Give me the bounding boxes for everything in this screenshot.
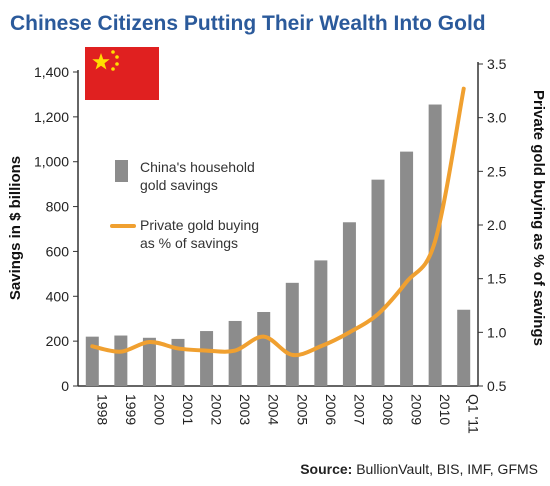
bar bbox=[200, 331, 214, 386]
x-tick-label: Q1 '11 bbox=[466, 394, 482, 434]
y-tick-label: 600 bbox=[46, 243, 70, 259]
x-tick-label: 2000 bbox=[151, 394, 167, 425]
y-axis-label: Savings in $ billions bbox=[7, 156, 24, 300]
y2-tick-label: 3.0 bbox=[487, 110, 507, 126]
legend-bar-label-1: China's household bbox=[140, 159, 255, 175]
bar bbox=[85, 336, 99, 386]
legend-line-label-1: Private gold buying bbox=[140, 217, 259, 233]
y2-tick-label: 3.5 bbox=[487, 56, 507, 72]
bar bbox=[142, 337, 156, 386]
y2-tick-label: 2.5 bbox=[487, 163, 507, 179]
y-tick-label: 800 bbox=[46, 199, 70, 215]
legend-bar-label-2: gold savings bbox=[140, 177, 218, 193]
x-tick-label: 1999 bbox=[123, 394, 139, 425]
line-path bbox=[90, 86, 466, 358]
x-tick-label: 2002 bbox=[209, 394, 225, 425]
bar bbox=[457, 309, 471, 386]
x-tick-label: 2004 bbox=[266, 394, 282, 425]
left-axis-ticks: 0 200 400 600 800 1,000 1,200 1,400 bbox=[34, 64, 78, 394]
bar-series bbox=[85, 104, 471, 387]
y2-tick-label: 0.5 bbox=[487, 378, 507, 394]
x-tick-label: 2001 bbox=[180, 394, 196, 425]
x-tick-label: 2008 bbox=[380, 394, 396, 425]
y-tick-label: 200 bbox=[46, 333, 70, 349]
y-tick-label: 1,200 bbox=[34, 109, 69, 125]
bar bbox=[228, 320, 242, 386]
x-tick-label: 2010 bbox=[437, 394, 453, 425]
x-tick-label: 1998 bbox=[94, 394, 110, 425]
bar bbox=[285, 282, 299, 386]
bar bbox=[371, 179, 385, 386]
chart-title: Chinese Citizens Putting Their Wealth In… bbox=[10, 12, 486, 35]
legend: China's household gold savings Private g… bbox=[110, 159, 259, 251]
bar bbox=[257, 311, 271, 386]
line-series bbox=[90, 86, 466, 358]
bar bbox=[400, 151, 414, 386]
y-tick-label: 0 bbox=[61, 378, 69, 394]
legend-bar-swatch bbox=[115, 160, 128, 182]
y-tick-label: 1,000 bbox=[34, 154, 69, 170]
y2-tick-label: 1.5 bbox=[487, 271, 507, 287]
x-tick-label: 2005 bbox=[294, 394, 310, 425]
y-tick-label: 400 bbox=[46, 288, 70, 304]
right-axis-ticks: 0.5 1.0 1.5 2.0 2.5 3.0 3.5 bbox=[478, 56, 507, 394]
bar bbox=[114, 335, 128, 386]
source-note: Source: BullionVault, BIS, IMF, GFMS bbox=[300, 461, 538, 477]
bar bbox=[314, 260, 328, 386]
y-tick-label: 1,400 bbox=[34, 64, 69, 80]
y2-tick-label: 1.0 bbox=[487, 324, 507, 340]
x-axis-ticks: 1998 1999 2000 2001 2002 2003 2004 2005 2006 2007… bbox=[94, 394, 481, 434]
china-flag-icon bbox=[85, 47, 159, 100]
legend-line-label-2: as % of savings bbox=[140, 235, 238, 251]
y2-tick-label: 2.0 bbox=[487, 217, 507, 233]
x-tick-label: 2006 bbox=[323, 394, 339, 425]
bar bbox=[342, 222, 356, 386]
y2-axis-label: Private gold buying as % of savings bbox=[530, 90, 547, 346]
x-tick-label: 2003 bbox=[237, 394, 253, 425]
x-tick-label: 2007 bbox=[351, 394, 367, 425]
x-tick-label: 2009 bbox=[409, 394, 425, 425]
